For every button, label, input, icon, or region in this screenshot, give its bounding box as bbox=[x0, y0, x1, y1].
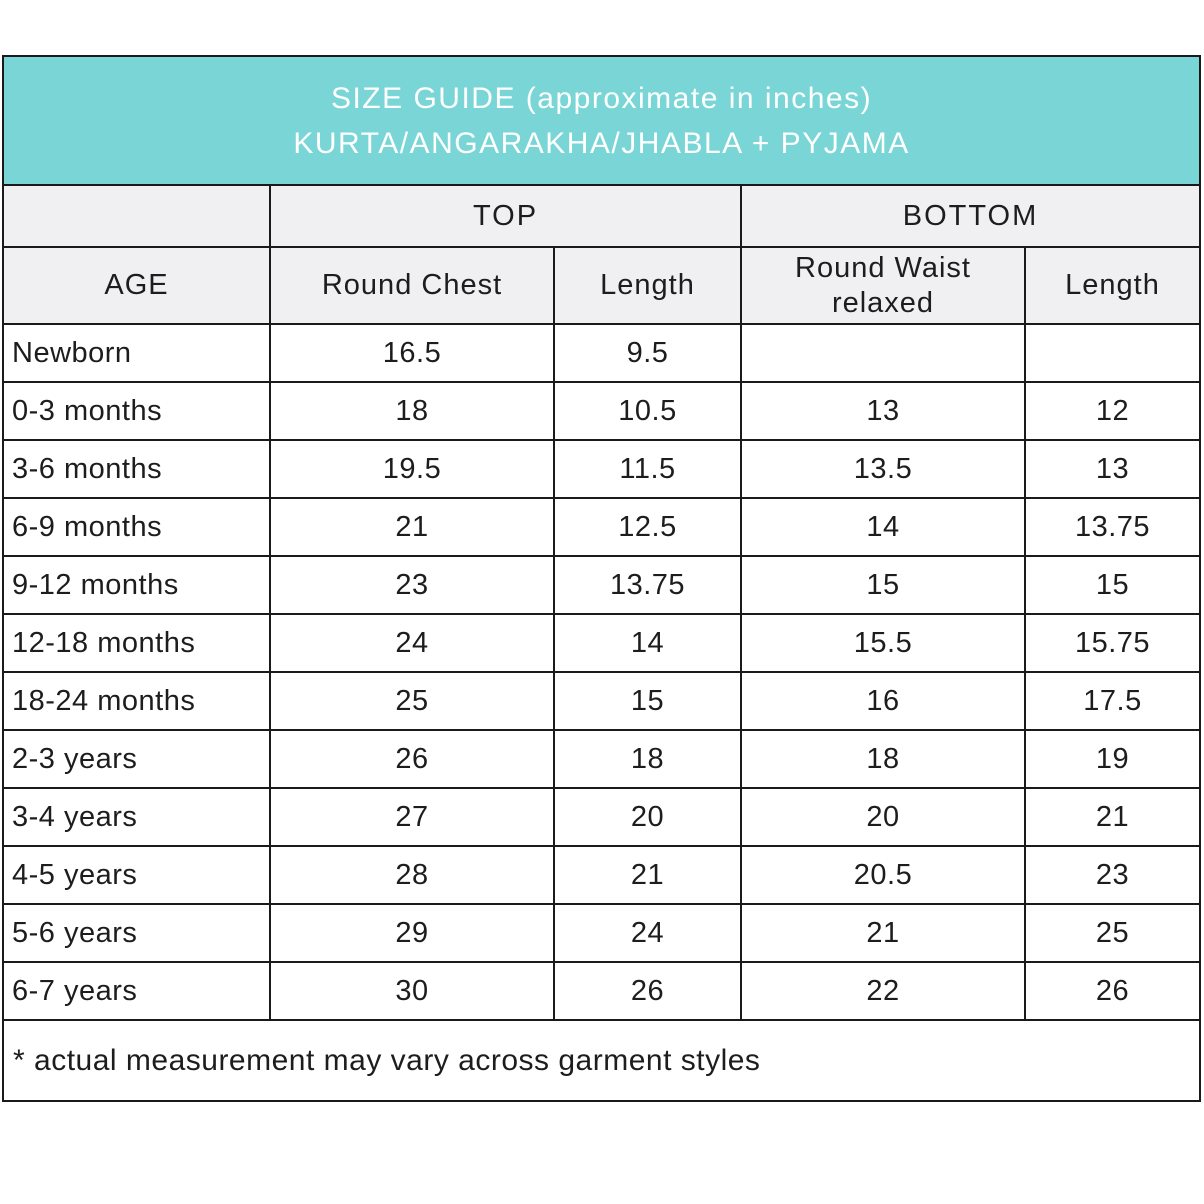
value-cell: 10.5 bbox=[553, 381, 742, 441]
value-cell: 24 bbox=[553, 903, 742, 963]
value-cell: 19.5 bbox=[269, 439, 555, 499]
value-cell: 20.5 bbox=[740, 845, 1026, 905]
column-header-round-chest: Round Chest bbox=[269, 246, 555, 325]
age-cell: 3-6 months bbox=[2, 439, 271, 499]
value-cell: 26 bbox=[269, 729, 555, 789]
table-row: 5-6 years 29 24 21 25 bbox=[2, 903, 1202, 963]
age-cell: 6-9 months bbox=[2, 497, 271, 557]
table-row: Newborn 16.5 9.5 bbox=[2, 323, 1202, 383]
group-header-empty bbox=[2, 184, 271, 248]
value-cell: 29 bbox=[269, 903, 555, 963]
title-row: SIZE GUIDE (approximate in inches) KURTA… bbox=[1, 55, 1202, 186]
column-header-bottom-length: Length bbox=[1023, 246, 1202, 325]
age-cell: 9-12 months bbox=[2, 555, 271, 615]
value-cell bbox=[740, 323, 1026, 383]
age-cell: 3-4 years bbox=[2, 787, 271, 847]
age-cell: 2-3 years bbox=[2, 729, 271, 789]
table-row: 18-24 months 25 15 16 17.5 bbox=[2, 671, 1202, 731]
age-cell: 18-24 months bbox=[2, 671, 271, 731]
value-cell: 18 bbox=[269, 381, 555, 441]
value-cell: 15 bbox=[1023, 555, 1202, 615]
value-cell: 20 bbox=[740, 787, 1026, 847]
value-cell: 14 bbox=[740, 497, 1026, 557]
value-cell: 12 bbox=[1023, 381, 1202, 441]
column-header-top-length: Length bbox=[553, 246, 742, 325]
table-row: 6-9 months 21 12.5 14 13.75 bbox=[2, 497, 1202, 557]
value-cell: 15.75 bbox=[1023, 613, 1202, 673]
column-header-age: AGE bbox=[2, 246, 271, 325]
value-cell: 13 bbox=[1023, 439, 1202, 499]
value-cell: 14 bbox=[553, 613, 742, 673]
value-cell: 23 bbox=[269, 555, 555, 615]
title-line-2: KURTA/ANGARAKHA/JHABLA + PYJAMA bbox=[293, 126, 910, 160]
value-cell bbox=[1023, 323, 1202, 383]
group-header-row: TOP BOTTOM bbox=[2, 184, 1202, 248]
table-row: 12-18 months 24 14 15.5 15.75 bbox=[2, 613, 1202, 673]
value-cell: 25 bbox=[1023, 903, 1202, 963]
group-header-bottom: BOTTOM bbox=[739, 184, 1202, 248]
value-cell: 26 bbox=[553, 961, 742, 1021]
footnote-text: * actual measurement may vary across gar… bbox=[1, 1019, 1202, 1102]
table-row: 6-7 years 30 26 22 26 bbox=[2, 961, 1202, 1021]
value-cell: 22 bbox=[740, 961, 1026, 1021]
age-cell: Newborn bbox=[2, 323, 271, 383]
value-cell: 18 bbox=[740, 729, 1026, 789]
value-cell: 13.75 bbox=[553, 555, 742, 615]
value-cell: 21 bbox=[553, 845, 742, 905]
title-line-1: SIZE GUIDE (approximate in inches) bbox=[330, 81, 873, 115]
age-cell: 6-7 years bbox=[2, 961, 271, 1021]
table-row: 4-5 years 28 21 20.5 23 bbox=[2, 845, 1202, 905]
table-row: 3-6 months 19.5 11.5 13.5 13 bbox=[2, 439, 1202, 499]
value-cell: 30 bbox=[269, 961, 555, 1021]
value-cell: 16 bbox=[740, 671, 1026, 731]
age-cell: 5-6 years bbox=[2, 903, 271, 963]
value-cell: 13.5 bbox=[740, 439, 1026, 499]
table-title: SIZE GUIDE (approximate in inches) KURTA… bbox=[1, 55, 1202, 186]
table-row: 9-12 months 23 13.75 15 15 bbox=[2, 555, 1202, 615]
value-cell: 19 bbox=[1023, 729, 1202, 789]
value-cell: 27 bbox=[269, 787, 555, 847]
size-guide-table: SIZE GUIDE (approximate in inches) KURTA… bbox=[1, 55, 1202, 1102]
value-cell: 15 bbox=[740, 555, 1026, 615]
group-header-top: TOP bbox=[269, 184, 742, 248]
value-cell: 15 bbox=[553, 671, 742, 731]
age-cell: 0-3 months bbox=[2, 381, 271, 441]
value-cell: 12.5 bbox=[553, 497, 742, 557]
value-cell: 11.5 bbox=[553, 439, 742, 499]
value-cell: 20 bbox=[553, 787, 742, 847]
value-cell: 24 bbox=[269, 613, 555, 673]
age-cell: 12-18 months bbox=[2, 613, 271, 673]
value-cell: 21 bbox=[1023, 787, 1202, 847]
value-cell: 15.5 bbox=[740, 613, 1026, 673]
value-cell: 13.75 bbox=[1023, 497, 1202, 557]
value-cell: 21 bbox=[740, 903, 1026, 963]
value-cell: 23 bbox=[1023, 845, 1202, 905]
value-cell: 13 bbox=[740, 381, 1026, 441]
value-cell: 9.5 bbox=[553, 323, 742, 383]
column-header-round-waist: Round Waist relaxed bbox=[740, 246, 1026, 325]
value-cell: 18 bbox=[553, 729, 742, 789]
table-row: 0-3 months 18 10.5 13 12 bbox=[2, 381, 1202, 441]
value-cell: 26 bbox=[1023, 961, 1202, 1021]
column-header-row: AGE Round Chest Length Round Waist relax… bbox=[2, 246, 1202, 325]
footnote-row: * actual measurement may vary across gar… bbox=[1, 1019, 1202, 1102]
table-row: 3-4 years 27 20 20 21 bbox=[2, 787, 1202, 847]
value-cell: 21 bbox=[269, 497, 555, 557]
table-row: 2-3 years 26 18 18 19 bbox=[2, 729, 1202, 789]
value-cell: 25 bbox=[269, 671, 555, 731]
value-cell: 28 bbox=[269, 845, 555, 905]
value-cell: 17.5 bbox=[1023, 671, 1202, 731]
age-cell: 4-5 years bbox=[2, 845, 271, 905]
value-cell: 16.5 bbox=[269, 323, 555, 383]
